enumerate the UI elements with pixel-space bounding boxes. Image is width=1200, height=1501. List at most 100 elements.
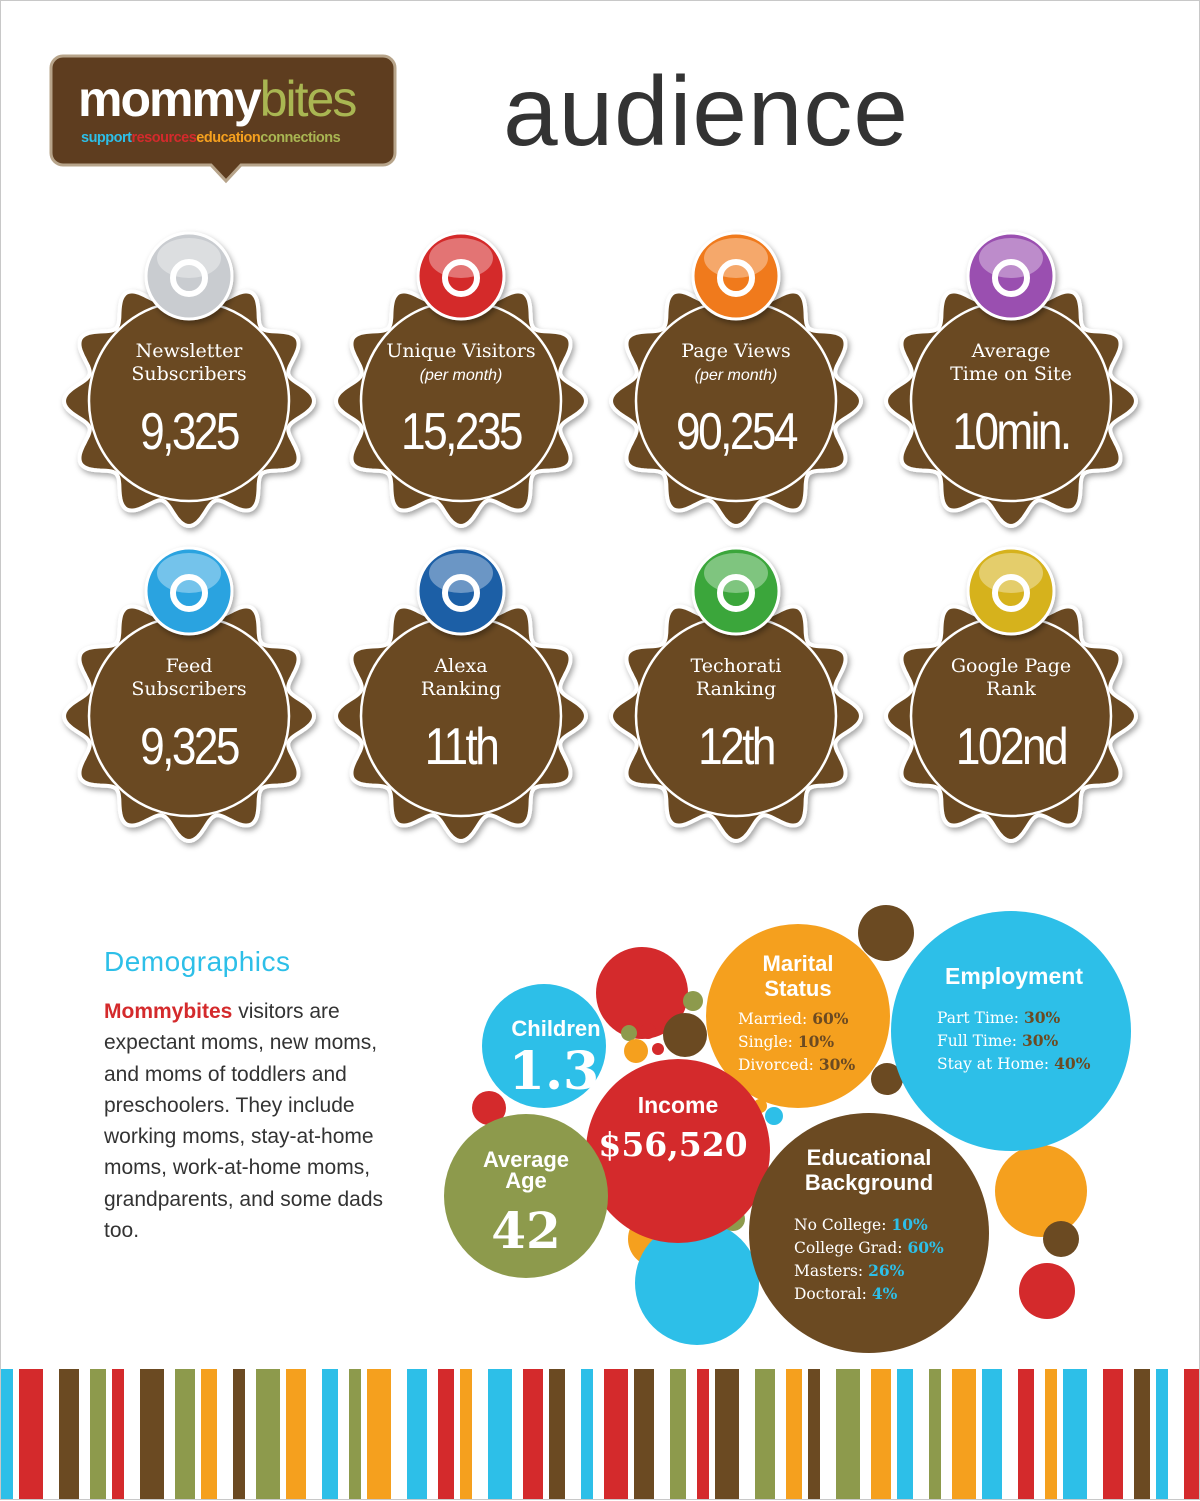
badge-shape <box>608 588 864 844</box>
bubble-item: No College: 10% <box>794 1215 928 1234</box>
item-value: 26% <box>868 1261 905 1280</box>
stripe <box>755 1369 775 1499</box>
stripe <box>581 1369 593 1499</box>
item-label: Part Time: <box>937 1009 1019 1027</box>
item-label: Divorced: <box>738 1056 814 1074</box>
icon-glyph <box>442 259 480 297</box>
item-value: 10% <box>798 1032 835 1051</box>
stripe <box>367 1369 391 1499</box>
badge-label: Feed <box>166 655 213 677</box>
tagline-word: education <box>196 130 260 146</box>
bubble-items: Part Time: 30% Full Time: 30% Stay at Home: 4… <box>937 1008 1091 1073</box>
item-label: Stay at Home: <box>937 1055 1049 1073</box>
dot <box>683 991 703 1011</box>
icon-gloss <box>157 238 221 278</box>
stripe <box>90 1369 106 1499</box>
stripe <box>140 1369 164 1499</box>
dot <box>1019 1263 1075 1319</box>
stripe <box>59 1369 79 1499</box>
tagline-word: support <box>81 130 132 146</box>
bubble-item: Part Time: 30% <box>937 1008 1061 1027</box>
bubble-value: $56,520 <box>598 1125 747 1164</box>
badge-value: 15,235 <box>401 403 522 461</box>
stripe <box>1063 1369 1087 1499</box>
bubble-value: 42 <box>491 1201 561 1260</box>
dot <box>663 1013 707 1057</box>
dot <box>858 905 914 961</box>
logo-name: mommybites <box>78 71 356 127</box>
logo: mommybites supportresourceseducationconn… <box>49 54 397 184</box>
stripe <box>634 1369 654 1499</box>
bubble-title: Background <box>805 1170 933 1195</box>
dot <box>596 947 688 1039</box>
badge-value: 9,325 <box>140 718 239 776</box>
badge-label: Newsletter <box>136 340 244 362</box>
stripe <box>286 1369 306 1499</box>
badge-value: 12th <box>698 718 774 776</box>
bubble-item: College Grad: 60% <box>794 1238 944 1257</box>
stripe <box>233 1369 245 1499</box>
item-value: 4% <box>872 1284 898 1303</box>
bubble-title: Children <box>511 1016 600 1041</box>
bubble-title: Income <box>638 1092 719 1118</box>
highlight: Mommybites <box>104 1000 233 1023</box>
item-label: No College: <box>794 1216 886 1234</box>
education-bubble: Educational Background No College: 10% Col… <box>749 1113 989 1353</box>
stripe <box>460 1369 472 1499</box>
icon <box>966 546 1056 636</box>
dot <box>640 1023 656 1039</box>
stripe <box>808 1369 820 1499</box>
icon-gloss <box>704 238 768 278</box>
badge-sublabel: (per month) <box>695 367 778 384</box>
bubble-title: Employment <box>945 963 1083 989</box>
item-value: 60% <box>907 1238 944 1257</box>
bubble-item: Stay at Home: 40% <box>937 1054 1091 1073</box>
demographics: Demographics Mommybites visitors are exp… <box>104 946 404 1246</box>
badge-value: 10min. <box>952 403 1069 461</box>
icon <box>691 546 781 636</box>
item-label: College Grad: <box>794 1239 902 1257</box>
badge-value: 102nd <box>956 718 1066 776</box>
bubble-item: Full Time: 30% <box>937 1031 1059 1050</box>
icon <box>691 231 781 321</box>
bubble-item: Married: 60% <box>738 1009 849 1028</box>
item-value: 10% <box>891 1215 928 1234</box>
logo-name-a: mommy <box>78 71 262 127</box>
stripe <box>697 1369 709 1499</box>
badge-shape <box>883 273 1139 529</box>
bubble <box>749 1113 989 1353</box>
icon <box>144 546 234 636</box>
bubble-item: Single: 10% <box>738 1032 834 1051</box>
icon <box>144 231 234 321</box>
badge-label: Techorati <box>691 655 782 677</box>
dot <box>621 1025 637 1041</box>
badge-label: Ranking <box>421 678 501 700</box>
demographics-text: Mommybites visitors are expectant moms, … <box>104 996 404 1246</box>
badge-label: Google Page <box>951 655 1071 677</box>
icon <box>416 231 506 321</box>
page-title: audience <box>503 56 909 166</box>
stripe <box>952 1369 976 1499</box>
stripe <box>438 1369 454 1499</box>
item-label: Married: <box>738 1010 807 1028</box>
bubble <box>891 911 1131 1151</box>
stripe <box>786 1369 802 1499</box>
badge-value: 90,254 <box>676 403 798 461</box>
icon-gloss <box>979 553 1043 593</box>
bubble-item: Divorced: 30% <box>738 1055 855 1074</box>
badge-label: Alexa <box>433 655 487 677</box>
stripe <box>349 1369 361 1499</box>
badge-shape <box>883 588 1139 844</box>
bubble-value: 1.3 <box>509 1041 599 1102</box>
badge-label: Subscribers <box>131 363 246 385</box>
stripe <box>715 1369 739 1499</box>
stripe <box>112 1369 124 1499</box>
dot <box>1043 1221 1079 1257</box>
icon-glyph <box>992 574 1030 612</box>
dot <box>635 1221 759 1345</box>
